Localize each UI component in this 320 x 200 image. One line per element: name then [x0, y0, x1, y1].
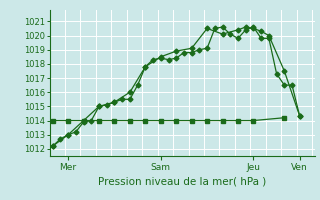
X-axis label: Pression niveau de la mer( hPa ): Pression niveau de la mer( hPa )	[98, 176, 267, 186]
